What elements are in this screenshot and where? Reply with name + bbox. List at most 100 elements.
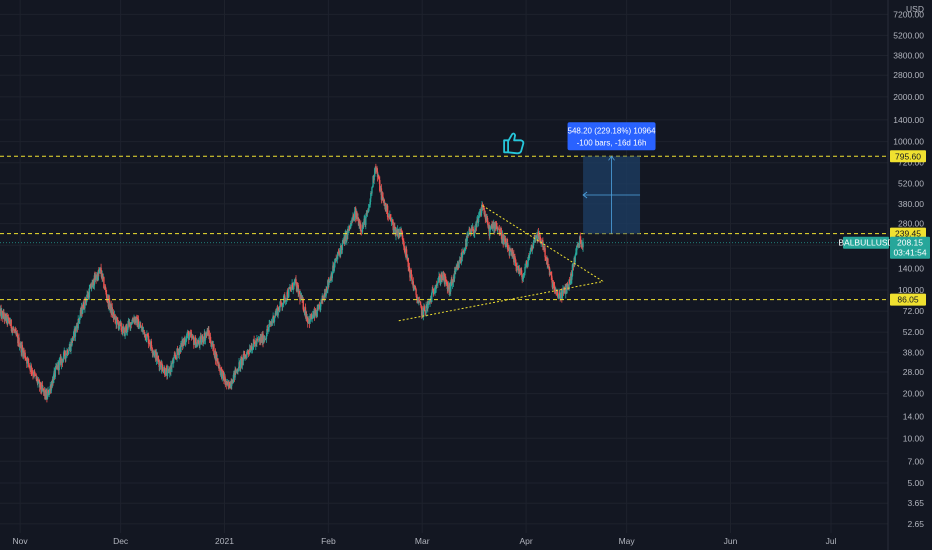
candle-body [97, 270, 99, 280]
candle-body [342, 240, 344, 243]
candle-body [317, 306, 320, 310]
candle-body [81, 309, 84, 314]
candle-body [131, 319, 134, 324]
candle-body [248, 352, 250, 354]
y-tick-label: 2.65 [907, 519, 924, 529]
candle-body [90, 287, 93, 289]
candle-body [232, 374, 235, 383]
candle-body [180, 343, 182, 353]
y-tick-label: 140.00 [898, 263, 924, 273]
candle-body [113, 316, 115, 318]
candle-body [361, 225, 364, 232]
candle-body [470, 232, 472, 234]
candle-body [305, 314, 308, 320]
y-tick-label: 2800.00 [893, 70, 924, 80]
candle-body [266, 329, 269, 331]
candle-body [419, 301, 422, 306]
candle-body [66, 350, 69, 355]
candle-body [192, 335, 194, 339]
candle-body [571, 264, 574, 277]
candle-body [297, 285, 299, 294]
candle-body [344, 234, 346, 245]
candle-body [36, 378, 39, 384]
candle-body [112, 312, 115, 318]
candle-body [54, 368, 56, 377]
x-tick-label: May [619, 536, 636, 546]
candle-body [280, 302, 283, 305]
candle-body [33, 371, 36, 374]
candle-body [40, 382, 42, 390]
candle-body [469, 229, 471, 233]
candle-body [274, 312, 277, 317]
candle-body [279, 305, 281, 311]
candle-body [64, 350, 66, 357]
candle-body [479, 213, 481, 214]
candle-body [506, 241, 508, 243]
candle-body [165, 368, 168, 370]
candle-body [457, 264, 459, 266]
candle-body [534, 234, 536, 239]
candle-body [451, 280, 454, 285]
candle-body [90, 284, 92, 289]
candle-body [450, 282, 452, 292]
candle-body [370, 192, 372, 199]
candle-body [346, 231, 348, 242]
candle-body [234, 369, 236, 378]
candle-body [351, 219, 353, 224]
grid [0, 0, 888, 533]
candle-body [166, 369, 169, 377]
candle-body [433, 291, 436, 294]
candle-body [241, 358, 244, 365]
candle-body [171, 363, 173, 368]
candle-body [4, 314, 6, 320]
candle-body [309, 315, 311, 324]
candle-body [553, 283, 555, 286]
candle-body [204, 335, 207, 340]
measure-label-line2: -100 bars, -16d 16h [577, 138, 647, 147]
candle-body [322, 296, 325, 300]
candle-body [391, 220, 394, 222]
candle-body [434, 289, 437, 290]
candle-body [482, 207, 484, 210]
candle-body [379, 180, 381, 191]
candle-body [472, 231, 475, 235]
candle-body [14, 329, 17, 331]
candle-body [199, 337, 201, 346]
candle-body [170, 364, 172, 372]
candle-body [164, 367, 166, 375]
candle-body [83, 308, 86, 309]
candle-body [157, 358, 160, 362]
candle-body [470, 228, 473, 233]
candle-body [524, 267, 526, 273]
candle-body [466, 236, 468, 247]
candle-body [347, 229, 349, 236]
y-tick-label: 1000.00 [893, 137, 924, 147]
candle-body [406, 256, 408, 259]
candle-body [367, 207, 370, 212]
candle-body [145, 340, 148, 341]
x-tick-label: Apr [519, 536, 532, 546]
candle-body [93, 275, 96, 286]
candle-body [208, 330, 210, 335]
candle-body [327, 280, 329, 291]
candle-body [544, 248, 546, 258]
candle-body [340, 245, 342, 247]
candle-body [275, 310, 278, 315]
candle-body [148, 343, 151, 345]
candle-body [131, 323, 133, 325]
candle-body [187, 331, 189, 333]
candle-body [357, 218, 360, 226]
candle-body [381, 194, 384, 197]
candle-body [365, 216, 367, 226]
candle-body [83, 302, 85, 309]
current-price-badge-bg [890, 236, 930, 259]
candle-body [547, 258, 549, 268]
candle-body [210, 342, 212, 347]
candle-body [437, 280, 440, 282]
candle-body [439, 276, 441, 283]
candle-body [499, 229, 502, 236]
candle-body [21, 345, 24, 349]
candle-body [217, 358, 219, 364]
candle-body [61, 358, 63, 360]
